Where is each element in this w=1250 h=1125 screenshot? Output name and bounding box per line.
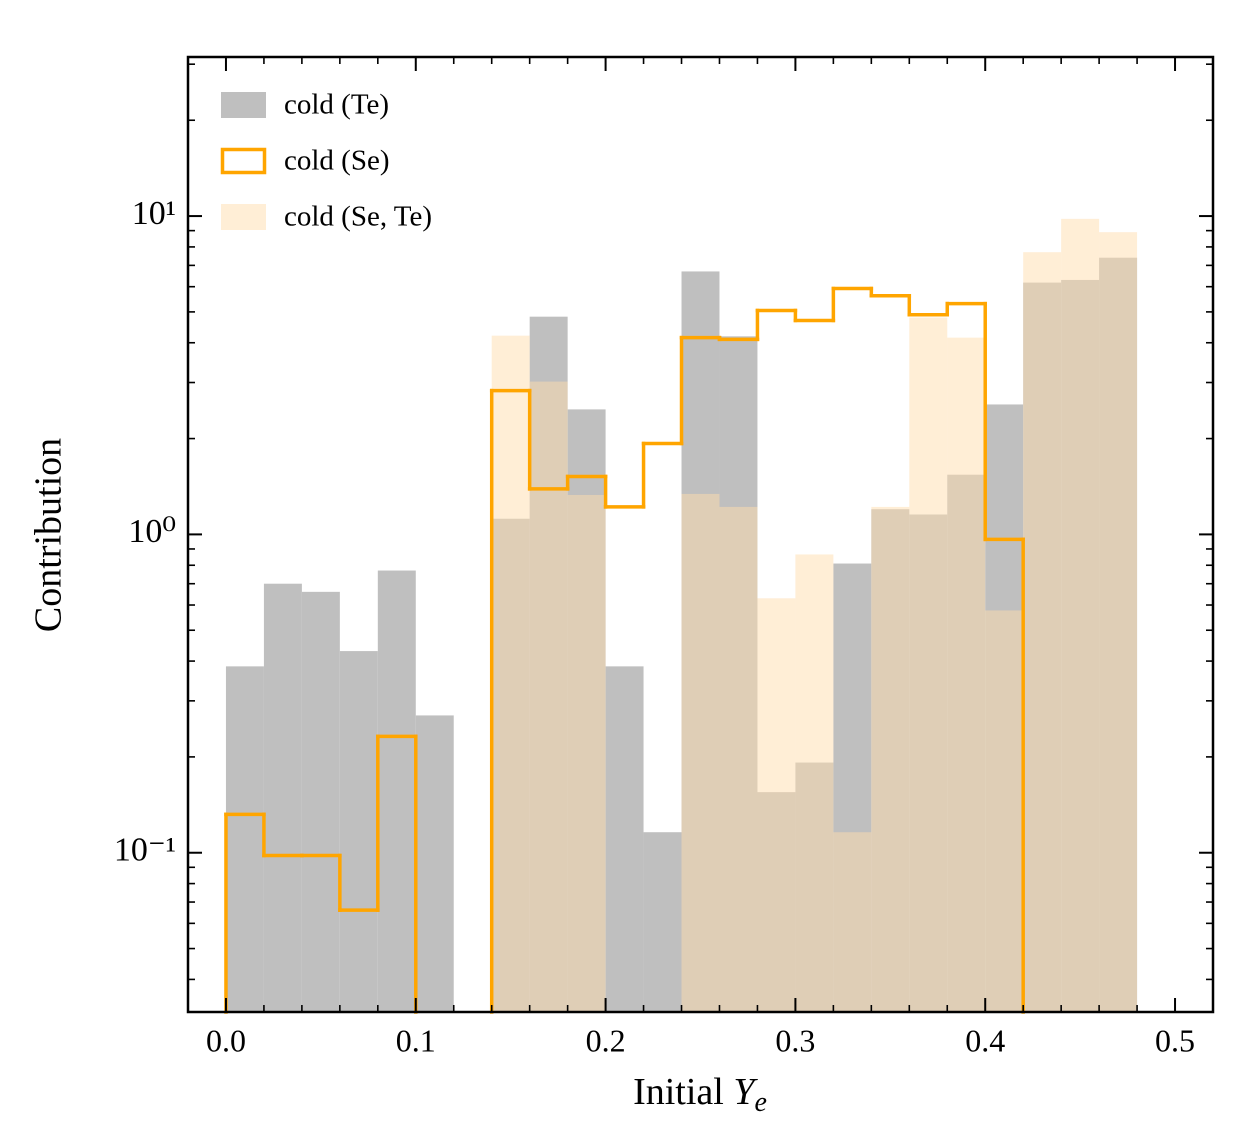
y-tick-label: 10¹ xyxy=(132,195,176,232)
x-tick-label: 0.1 xyxy=(396,1022,436,1058)
histogram-bar xyxy=(377,570,416,1012)
legend-label: cold (Te) xyxy=(284,89,389,121)
histogram-bar xyxy=(225,666,264,1012)
x-tick-label: 0.0 xyxy=(206,1022,246,1058)
legend-label: cold (Se) xyxy=(284,145,390,177)
x-tick-label: 0.4 xyxy=(965,1022,1005,1058)
legend-swatch xyxy=(221,92,266,118)
histogram-bar xyxy=(567,494,606,1013)
legend-swatch xyxy=(220,147,267,175)
y-axis-label: Contribution xyxy=(28,438,70,632)
histogram-bar xyxy=(263,583,302,1012)
histogram-bar xyxy=(985,610,1024,1012)
histogram-bar xyxy=(1061,218,1100,1012)
histogram-bar xyxy=(947,337,986,1012)
histogram-bar xyxy=(719,506,758,1012)
histogram-bar xyxy=(909,317,948,1013)
x-tick-label: 0.2 xyxy=(586,1022,626,1058)
y-tick-label: 10⁻¹ xyxy=(114,832,176,869)
y-tick-label: 10⁰ xyxy=(128,513,176,550)
histogram-bar xyxy=(415,715,454,1012)
histogram-bar xyxy=(605,666,644,1012)
histogram-bar xyxy=(339,651,378,1012)
histogram-bar xyxy=(757,598,796,1012)
legend-label: cold (Se, Te) xyxy=(284,201,432,233)
histogram-bar xyxy=(795,554,834,1012)
x-axis-label: Initial Ye xyxy=(633,1071,767,1119)
histogram-bar xyxy=(643,832,682,1012)
histogram-bar xyxy=(871,506,910,1012)
histogram-bar xyxy=(1099,232,1138,1012)
x-tick-label: 0.5 xyxy=(1155,1022,1195,1058)
histogram-bar xyxy=(1023,252,1062,1013)
x-tick-label: 0.3 xyxy=(775,1022,815,1058)
histogram-bar xyxy=(529,381,568,1013)
legend-swatch xyxy=(221,204,266,230)
histogram-bar xyxy=(681,493,720,1012)
histogram-bar xyxy=(301,591,340,1012)
histogram-bar xyxy=(491,335,530,1012)
histogram-bar xyxy=(833,832,872,1012)
